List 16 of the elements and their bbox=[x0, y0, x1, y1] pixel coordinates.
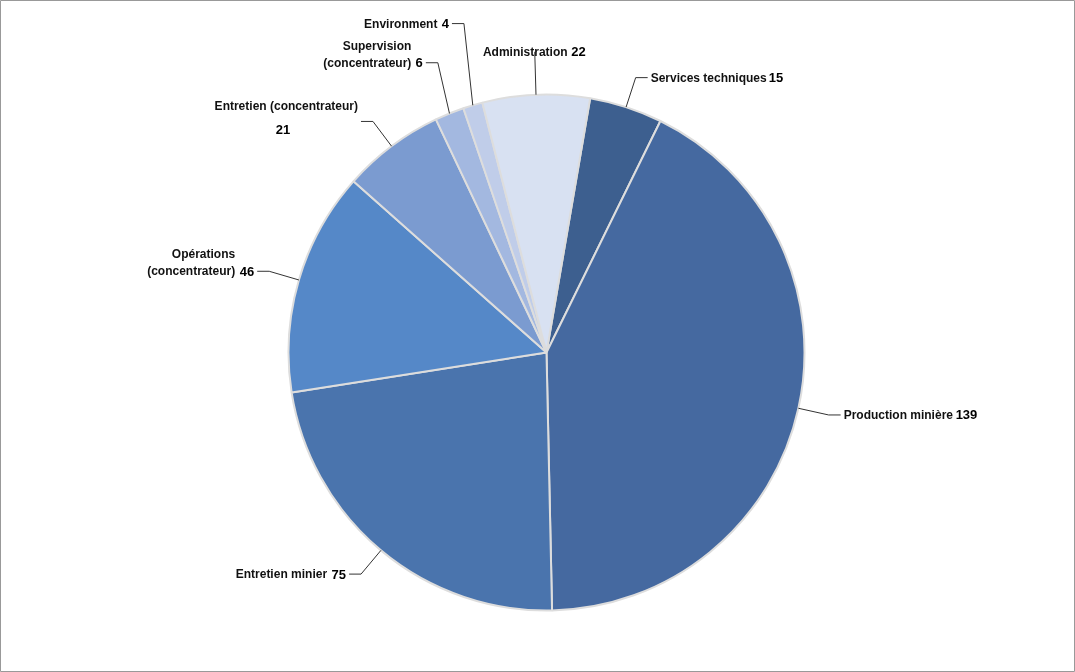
slice-label: Environment bbox=[364, 16, 438, 31]
data-label: 22 bbox=[571, 44, 586, 60]
slice-label: Services techniques bbox=[650, 70, 768, 85]
slice-label: Production minière bbox=[843, 407, 954, 422]
data-label: 21 bbox=[275, 121, 291, 137]
data-label: 46 bbox=[239, 263, 255, 279]
data-label: 6 bbox=[415, 55, 423, 71]
data-label: 4 bbox=[441, 16, 450, 32]
data-label: 75 bbox=[331, 566, 347, 582]
slice-label: Entretien (concentrateur) bbox=[214, 99, 358, 114]
slice-label: Opérations (concentrateur) bbox=[147, 247, 236, 279]
slice-label: Administration bbox=[482, 44, 568, 59]
slice-label: Entretien minier bbox=[235, 567, 328, 582]
data-label: 139 bbox=[955, 407, 978, 423]
slice-label: Supervision (concentrateur) bbox=[323, 38, 412, 70]
data-label: 15 bbox=[768, 70, 784, 86]
